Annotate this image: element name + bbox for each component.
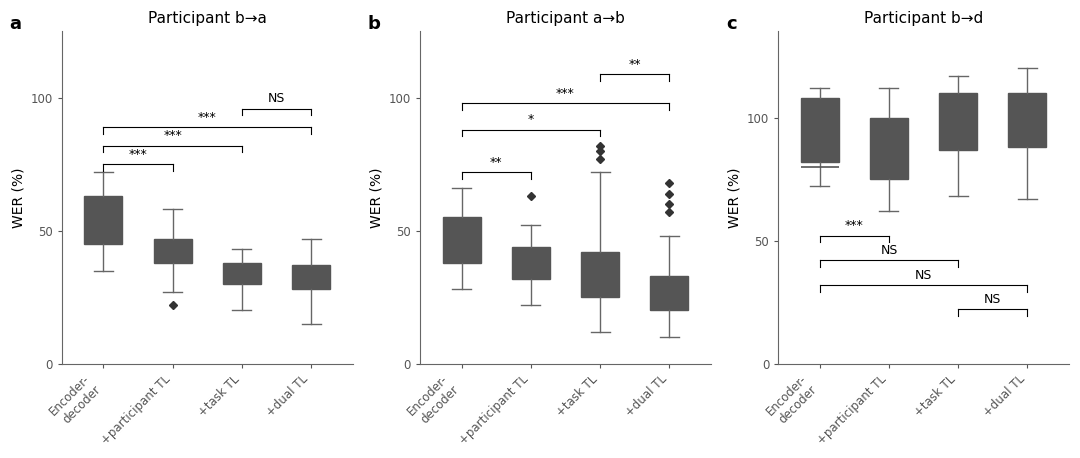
Text: ***: *** bbox=[845, 219, 864, 232]
PathPatch shape bbox=[940, 93, 977, 150]
Text: NS: NS bbox=[268, 92, 285, 105]
PathPatch shape bbox=[869, 118, 908, 179]
Title: Participant a→b: Participant a→b bbox=[505, 11, 625, 26]
PathPatch shape bbox=[512, 247, 550, 278]
PathPatch shape bbox=[292, 265, 330, 289]
Text: c: c bbox=[726, 15, 737, 33]
Text: NS: NS bbox=[915, 268, 932, 282]
PathPatch shape bbox=[153, 239, 191, 262]
Y-axis label: WER (%): WER (%) bbox=[369, 167, 383, 228]
Text: ***: *** bbox=[163, 130, 183, 142]
Text: ***: *** bbox=[198, 111, 217, 124]
Text: NS: NS bbox=[984, 293, 1001, 306]
PathPatch shape bbox=[222, 262, 261, 284]
Text: NS: NS bbox=[880, 244, 897, 257]
Y-axis label: WER (%): WER (%) bbox=[728, 167, 741, 228]
Title: Participant b→a: Participant b→a bbox=[148, 11, 267, 26]
Text: ***: *** bbox=[556, 87, 575, 100]
Text: **: ** bbox=[629, 58, 640, 71]
Text: a: a bbox=[10, 15, 22, 33]
PathPatch shape bbox=[1009, 93, 1047, 147]
Text: ***: *** bbox=[129, 148, 148, 161]
PathPatch shape bbox=[443, 218, 481, 262]
PathPatch shape bbox=[800, 98, 839, 162]
Y-axis label: WER (%): WER (%) bbox=[11, 167, 25, 228]
Text: **: ** bbox=[490, 156, 502, 169]
PathPatch shape bbox=[650, 276, 688, 311]
PathPatch shape bbox=[581, 252, 619, 297]
PathPatch shape bbox=[84, 196, 122, 244]
Text: b: b bbox=[368, 15, 380, 33]
Title: Participant b→d: Participant b→d bbox=[864, 11, 983, 26]
Text: *: * bbox=[528, 114, 534, 126]
